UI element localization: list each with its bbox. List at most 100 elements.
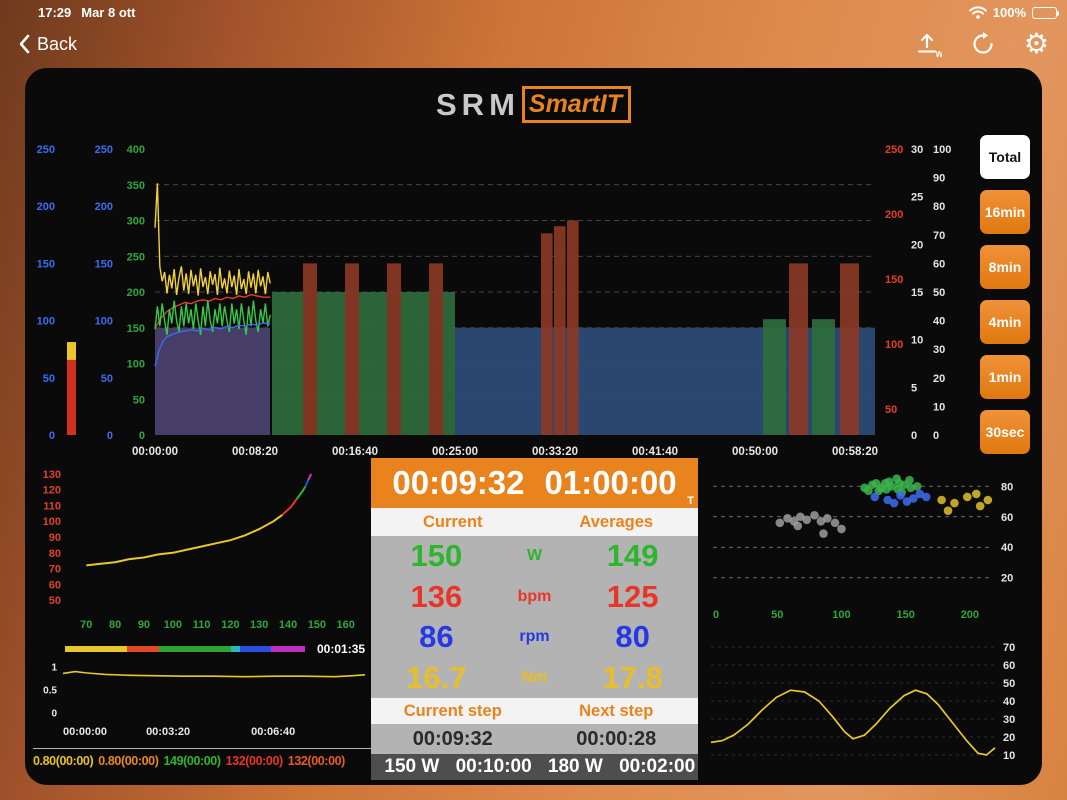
svg-text:140: 140 — [279, 619, 297, 631]
svg-text:00:03:20: 00:03:20 — [146, 726, 190, 738]
torque-average-value: 17.8 — [602, 659, 663, 695]
svg-text:50: 50 — [133, 394, 145, 406]
status-bar: 17:29 Mar 8 ott 100% — [0, 0, 1067, 22]
svg-text:200: 200 — [37, 201, 55, 213]
interval-button-16min[interactable]: 16min — [980, 190, 1030, 234]
svg-text:120: 120 — [221, 619, 239, 631]
timer-header: 00:09:32 01:00:00 T — [371, 458, 698, 508]
svg-text:0.5: 0.5 — [43, 686, 57, 697]
interval-button-4min[interactable]: 4min — [980, 300, 1030, 344]
settings-gear-icon[interactable]: ⚙ — [1023, 28, 1049, 59]
logo-srm: SRM — [436, 86, 520, 122]
refresh-icon[interactable] — [970, 31, 996, 57]
svg-text:60: 60 — [933, 258, 945, 270]
svg-text:60: 60 — [49, 579, 61, 591]
svg-text:10: 10 — [911, 335, 923, 347]
svg-text:70: 70 — [49, 564, 61, 576]
svg-text:20: 20 — [911, 239, 923, 251]
svg-text:20: 20 — [1001, 573, 1013, 585]
svg-text:200: 200 — [127, 287, 145, 299]
interval-button-total[interactable]: Total — [980, 135, 1030, 179]
interval-button-1min[interactable]: 1min — [980, 355, 1030, 399]
svg-text:150: 150 — [885, 274, 903, 286]
svg-text:70: 70 — [80, 619, 92, 631]
step-details-footer: 150 W 00:10:00 180 W 00:02:00 — [371, 754, 698, 780]
svg-text:300: 300 — [127, 216, 145, 228]
main-panel: SRM SmartIT 250 200 150 100 50 0 250 200 150 100 5… — [25, 68, 1042, 785]
wifi-icon — [968, 6, 987, 19]
svg-text:5: 5 — [911, 382, 917, 394]
svg-text:100: 100 — [37, 316, 55, 328]
svg-text:0: 0 — [107, 430, 113, 442]
nav-icons: W ⚙ — [914, 28, 1049, 59]
step-times: 00:09:32 00:00:28 — [371, 724, 698, 754]
svg-text:40: 40 — [1003, 696, 1015, 708]
status-right: 100% — [968, 5, 1059, 20]
heart-rate-current-value: 136 — [410, 578, 463, 614]
svg-text:20: 20 — [1003, 732, 1015, 744]
cadence-current-value: 86 — [419, 619, 454, 655]
svg-text:350: 350 — [127, 180, 145, 192]
svg-text:25: 25 — [911, 192, 923, 204]
svg-text:70: 70 — [1003, 642, 1015, 654]
total-time-suffix: T — [687, 495, 694, 507]
current-step-header: Current step — [403, 701, 502, 720]
svg-text:80: 80 — [933, 201, 945, 213]
svg-text:40: 40 — [933, 316, 945, 328]
elapsed-time: 00:09:32 — [392, 464, 525, 501]
back-button[interactable]: Back — [18, 34, 77, 55]
svg-text:40: 40 — [1001, 542, 1013, 554]
zone-time-label: 00:01:35 — [317, 642, 366, 656]
torque-current-value: 16.7 — [406, 659, 467, 695]
metric-row-power: 150 W 149 — [371, 536, 698, 577]
svg-text:200: 200 — [95, 201, 113, 213]
zone-row: 00:01:35 — [65, 642, 373, 656]
cadence-average-value: 80 — [615, 619, 650, 655]
ratio-chart: 1 0.5 0 00:00:00 00:03:20 00:06:40 — [43, 663, 366, 738]
timer-panel: 00:09:32 01:00:00 T Current Averages 150… — [371, 458, 698, 780]
svg-text:90: 90 — [138, 619, 150, 631]
svg-text:80: 80 — [1001, 481, 1013, 493]
interval-button-8min[interactable]: 8min — [980, 245, 1030, 289]
svg-text:150: 150 — [896, 609, 914, 621]
svg-text:130: 130 — [43, 469, 61, 481]
svg-text:00:00:00: 00:00:00 — [132, 446, 178, 458]
svg-text:0: 0 — [911, 430, 917, 442]
stat-item-3: 149(00:00) — [163, 754, 221, 768]
svg-text:250: 250 — [127, 251, 145, 263]
interval-button-30sec[interactable]: 30sec — [980, 410, 1030, 454]
svg-text:250: 250 — [37, 144, 55, 156]
svg-text:50: 50 — [101, 373, 113, 385]
timer-metrics: 150 W 149 136 bpm 125 86 rpm 80 16.7 Nm — [371, 536, 698, 698]
svg-text:00:08:20: 00:08:20 — [232, 446, 278, 458]
nav-bar: Back W ⚙ — [0, 22, 1067, 66]
cadence-unit-label: rpm — [519, 628, 550, 646]
metric-row-cadence: 86 rpm 80 — [371, 617, 698, 658]
svg-text:130: 130 — [250, 619, 268, 631]
svg-text:150: 150 — [95, 258, 113, 270]
svg-text:110: 110 — [193, 619, 211, 631]
step-headers: Current step Next step — [371, 698, 698, 724]
stat-item-5: 132(00:00) — [287, 754, 346, 768]
back-label: Back — [37, 33, 78, 54]
battery-icon — [1032, 6, 1059, 19]
timer-subhead: Current Averages — [371, 508, 698, 536]
power-current-value: 150 — [410, 538, 463, 574]
svg-text:00:50:00: 00:50:00 — [732, 446, 778, 458]
svg-text:400: 400 — [127, 144, 145, 156]
current-step-power: 150 W — [384, 756, 440, 777]
svg-text:50: 50 — [885, 404, 897, 416]
svg-text:100: 100 — [933, 144, 951, 156]
main-activity-chart: 2502001501005002502001501005004003503002… — [37, 144, 952, 458]
svg-text:0: 0 — [49, 430, 55, 442]
app-logo: SRM SmartIT — [25, 86, 1042, 123]
battery-percentage: 100% — [992, 5, 1026, 20]
svg-text:10: 10 — [1003, 750, 1015, 762]
svg-text:00:41:40: 00:41:40 — [632, 446, 678, 458]
back-chevron-icon — [18, 34, 30, 54]
svg-text:0: 0 — [139, 430, 145, 442]
svg-text:20: 20 — [933, 373, 945, 385]
hr-power-curve-chart: 130 120 110 100 90 80 70 60 50 70 80 90 100 110 120 130… — [43, 469, 355, 631]
upload-icon[interactable]: W — [914, 31, 942, 58]
svg-text:00:16:40: 00:16:40 — [332, 446, 378, 458]
